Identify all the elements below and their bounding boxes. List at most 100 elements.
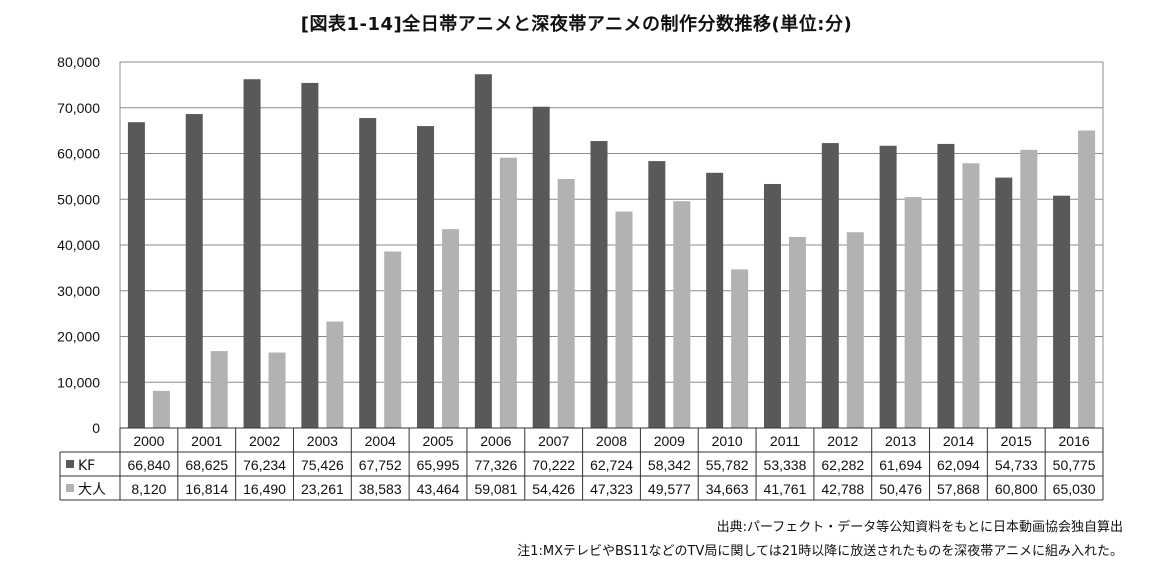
x-tick-label: 2000 [133,433,164,449]
bar-kf-2012 [821,143,839,428]
data-label: 65,995 [417,457,460,473]
x-tick-label: 2016 [1059,433,1090,449]
data-label: 16,490 [243,481,286,497]
bar-kf-2006 [474,74,492,428]
bar-otona-2004 [384,251,402,428]
bar-otona-2008 [615,211,633,428]
bar-kf-2007 [532,106,550,429]
x-tick-label: 2002 [249,433,280,449]
data-label: 60,800 [995,481,1038,497]
x-tick-label: 2001 [191,433,222,449]
legend-label-otona: 大人 [78,482,106,498]
y-tick-label: 30,000 [57,283,100,299]
grid-lines [119,61,1104,429]
y-tick-label: 50,000 [57,191,100,207]
data-label: 50,476 [879,481,922,497]
data-label: 75,426 [301,457,344,473]
bar-otona-2006 [499,157,517,429]
x-tick-label: 2008 [596,433,627,449]
chart-title: [図表1-14]全日帯アニメと深夜帯アニメの制作分数推移(単位:分) [300,14,853,35]
data-label: 23,261 [301,481,344,497]
y-axis: 0 10,000 20,000 30,000 40,000 50,000 60,000 70,… [57,54,100,436]
bar-kf-2014 [937,143,955,428]
legend-swatch-otona [66,484,74,492]
bar-kf-2009 [648,161,666,429]
bar-kf-2008 [590,141,608,428]
data-label: 38,583 [359,481,402,497]
bar-otona-2013 [904,197,922,428]
data-label: 55,782 [706,457,749,473]
data-label: 70,222 [532,457,575,473]
bar-kf-2002 [243,79,261,429]
data-label: 76,234 [243,457,286,473]
legend-swatch-kf [66,460,74,468]
x-tick-label: 2009 [654,433,685,449]
bar-otona-2014 [962,163,980,428]
bar-chart: 0 10,000 20,000 30,000 40,000 50,000 60,000 70,… [57,54,1104,501]
bar-otona-2011 [788,236,806,428]
data-label: 34,663 [706,481,749,497]
x-tick-label: 2015 [1001,433,1032,449]
bar-kf-2016 [1053,195,1071,428]
data-label: 62,282 [821,457,864,473]
y-tick-label: 10,000 [57,374,100,390]
data-table: 2000 2001 2002 2003 2004 2005 2006 2007 2008 2009… [59,427,1104,501]
bar-otona-2009 [673,201,691,428]
data-label: 47,323 [590,481,633,497]
bar-kf-2000 [127,122,145,428]
bar-otona-2015 [1020,149,1038,428]
y-tick-label: 80,000 [57,54,100,70]
data-label: 65,030 [1053,481,1096,497]
bar-otona-2012 [846,232,864,428]
data-label: 54,733 [995,457,1038,473]
x-tick-label: 2004 [365,433,396,449]
bar-otona-2005 [442,229,460,428]
footnote: 注1:MXテレビやBS11などのTV局に関しては21時以降に放送されたものを深夜… [517,544,1123,559]
bar-otona-2001 [210,351,228,428]
data-label: 8,120 [131,481,166,497]
bar-otona-2002 [268,352,286,428]
bar-otona-2016 [1078,130,1096,429]
data-label: 50,775 [1053,457,1096,473]
data-label: 67,752 [359,457,402,473]
x-tick-label: 2014 [943,433,974,449]
data-label: 57,868 [937,481,980,497]
x-tick-label: 2013 [885,433,916,449]
data-label: 53,338 [764,457,807,473]
x-tick-label: 2010 [712,433,743,449]
data-label: 77,326 [474,457,517,473]
data-label: 59,081 [474,481,517,497]
data-label: 49,577 [648,481,691,497]
bar-otona-2007 [557,179,575,428]
data-label: 62,724 [590,457,633,473]
y-tick-label: 40,000 [57,237,100,253]
bar-kf-2005 [417,126,435,428]
data-label: 41,761 [764,481,807,497]
data-label: 16,814 [185,481,228,497]
data-label: 42,788 [821,481,864,497]
data-label: 43,464 [417,481,460,497]
bar-otona-2003 [326,321,344,428]
source-note: 出典:パーフェクト・データ等公知資料をもとに日本動画協会独自算出 [716,520,1123,535]
bar-kf-2010 [706,172,724,428]
bar-kf-2001 [185,114,203,429]
bar-otona-2000 [152,390,170,428]
data-label: 61,694 [879,457,922,473]
x-tick-label: 2007 [538,433,569,449]
y-tick-label: 70,000 [57,100,100,116]
x-tick-label: 2012 [827,433,858,449]
bars [127,74,1096,429]
x-tick-label: 2006 [480,433,511,449]
data-label: 54,426 [532,481,575,497]
data-label: 58,342 [648,457,691,473]
y-tick-label: 20,000 [57,329,100,345]
data-label: 62,094 [937,457,980,473]
bar-kf-2011 [763,183,781,428]
x-tick-label: 2005 [422,433,453,449]
bar-kf-2015 [995,177,1013,428]
x-tick-label: 2011 [770,433,800,449]
legend-label-kf: KF [78,458,95,474]
bar-kf-2003 [301,82,319,428]
x-tick-label: 2003 [307,433,338,449]
data-label: 66,840 [127,457,170,473]
